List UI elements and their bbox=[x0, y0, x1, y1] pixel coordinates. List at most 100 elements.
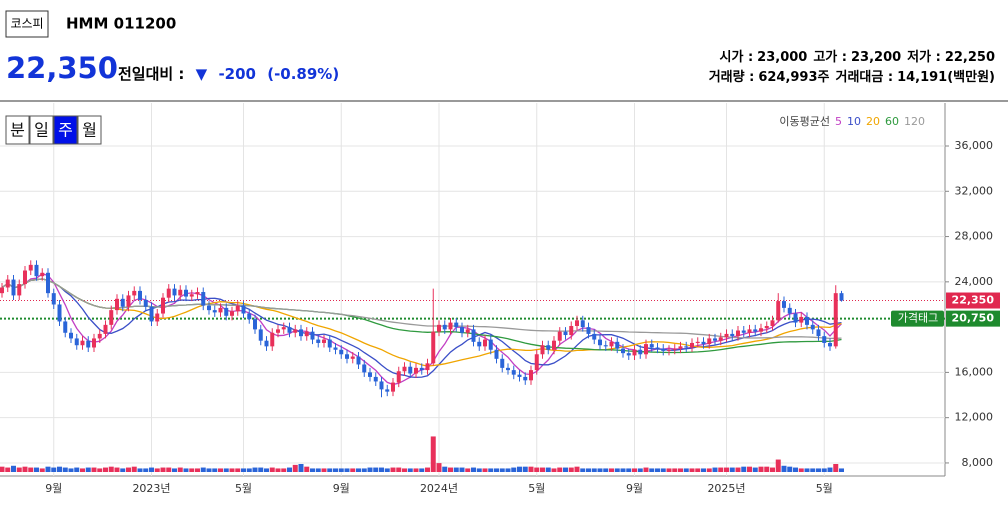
candle-body bbox=[126, 295, 131, 307]
candle-body bbox=[115, 298, 119, 311]
volume-bar bbox=[154, 468, 160, 472]
volume-bar bbox=[712, 467, 718, 472]
volume-bar bbox=[471, 467, 476, 472]
period-button[interactable] bbox=[77, 115, 102, 145]
market-badge bbox=[5, 10, 49, 38]
volume-bar bbox=[781, 465, 787, 472]
volume-bar bbox=[775, 459, 781, 472]
volume-bar bbox=[517, 466, 522, 472]
volume-bar bbox=[195, 468, 200, 472]
candle-body bbox=[350, 356, 355, 359]
volume-bar bbox=[321, 468, 327, 472]
volume-bar bbox=[540, 467, 545, 472]
volume-bar bbox=[741, 466, 747, 472]
volume-bar bbox=[402, 468, 407, 472]
candle-body bbox=[477, 341, 482, 347]
candle-body bbox=[828, 342, 832, 347]
volume-bar bbox=[626, 468, 632, 472]
candle-body bbox=[57, 304, 62, 322]
period-label[interactable]: 주 bbox=[58, 121, 73, 140]
candle-body bbox=[557, 331, 562, 341]
plot: 8,000 12,000 16,000 24,000 28,000 32,000 36,00… bbox=[0, 103, 1000, 495]
candle-body bbox=[230, 311, 234, 316]
period-label[interactable]: 월 bbox=[82, 121, 97, 140]
volume-bar bbox=[57, 466, 62, 472]
candle-body bbox=[345, 354, 349, 359]
volume-bar bbox=[384, 468, 390, 472]
volume-bar bbox=[200, 467, 206, 472]
moving-average bbox=[1, 278, 842, 367]
candle-body bbox=[598, 339, 602, 346]
candle-body bbox=[753, 329, 758, 332]
candle-body bbox=[644, 344, 648, 355]
volume-bar bbox=[39, 468, 45, 472]
candle-body bbox=[534, 354, 539, 371]
price-tag bbox=[946, 292, 1000, 309]
volume-bar bbox=[68, 468, 74, 472]
volume-bar bbox=[563, 467, 568, 472]
volume-bar bbox=[166, 467, 172, 472]
legend-entry: 60 bbox=[885, 115, 899, 128]
change-row: 전일대비 : ▼ -200 (-0.89%) bbox=[118, 65, 339, 83]
candle-body bbox=[143, 299, 148, 307]
candle-body bbox=[63, 321, 68, 333]
period-label[interactable]: 분 bbox=[10, 121, 25, 140]
legend-entry: 10 bbox=[847, 115, 861, 128]
volume-bar bbox=[649, 468, 655, 472]
stats-row: 시가 :23,000 고가 : 23,200 저가 : 22,250 bbox=[720, 50, 995, 65]
candle-body bbox=[661, 348, 666, 351]
candle-body bbox=[678, 346, 683, 349]
volume-bar bbox=[131, 466, 137, 472]
volume-bar bbox=[183, 468, 189, 472]
volume-bar bbox=[655, 468, 660, 472]
volume-bar bbox=[534, 467, 540, 472]
candle-body bbox=[178, 289, 183, 296]
volume-bar bbox=[459, 467, 465, 472]
volume-bar bbox=[804, 468, 810, 472]
candle-body bbox=[529, 370, 533, 381]
volume-bar bbox=[149, 467, 154, 472]
volume-bar bbox=[51, 467, 57, 472]
candle-body bbox=[638, 349, 643, 355]
candle-body bbox=[11, 279, 16, 296]
volume-bar bbox=[609, 468, 614, 472]
volume-bar bbox=[465, 468, 471, 472]
volume-bar bbox=[425, 467, 430, 472]
candle-body bbox=[580, 320, 585, 328]
volume-bar bbox=[706, 468, 712, 472]
stat-value: 22,250 bbox=[945, 50, 995, 65]
volume-bar bbox=[327, 468, 333, 472]
volume-bar bbox=[482, 468, 488, 472]
candle-body bbox=[805, 316, 809, 325]
candle-body bbox=[5, 279, 10, 288]
stat-value: 23,200 bbox=[851, 50, 901, 65]
volume-bar bbox=[315, 468, 321, 472]
volume-bar bbox=[833, 464, 839, 472]
candle-body bbox=[759, 328, 763, 332]
volume-bar bbox=[666, 468, 672, 472]
volume-bar bbox=[729, 467, 735, 472]
volume-bar bbox=[419, 468, 425, 472]
candle-body bbox=[707, 338, 712, 345]
volume-bar bbox=[74, 467, 80, 472]
period-label[interactable]: 일 bbox=[34, 121, 49, 140]
candle-body bbox=[385, 389, 390, 392]
candle-body bbox=[74, 338, 79, 346]
candle-body bbox=[276, 329, 280, 333]
price-tag bbox=[946, 310, 1000, 327]
period-button[interactable] bbox=[29, 115, 54, 145]
period-button[interactable] bbox=[53, 115, 78, 145]
y-tick-label: 8,000 bbox=[962, 456, 994, 469]
candle-body bbox=[327, 339, 332, 348]
candle-body bbox=[281, 327, 286, 330]
stat-name: 저가 : bbox=[907, 50, 941, 65]
volume-bar bbox=[361, 468, 367, 472]
candle-body bbox=[333, 347, 338, 350]
volume-bar bbox=[499, 468, 505, 472]
change-arrow: ▼ bbox=[196, 65, 208, 83]
candle-body bbox=[97, 333, 102, 339]
candle-body bbox=[69, 332, 73, 339]
y-tick-label: 28,000 bbox=[955, 230, 994, 243]
period-button[interactable] bbox=[5, 115, 30, 145]
candle-body bbox=[247, 313, 252, 320]
